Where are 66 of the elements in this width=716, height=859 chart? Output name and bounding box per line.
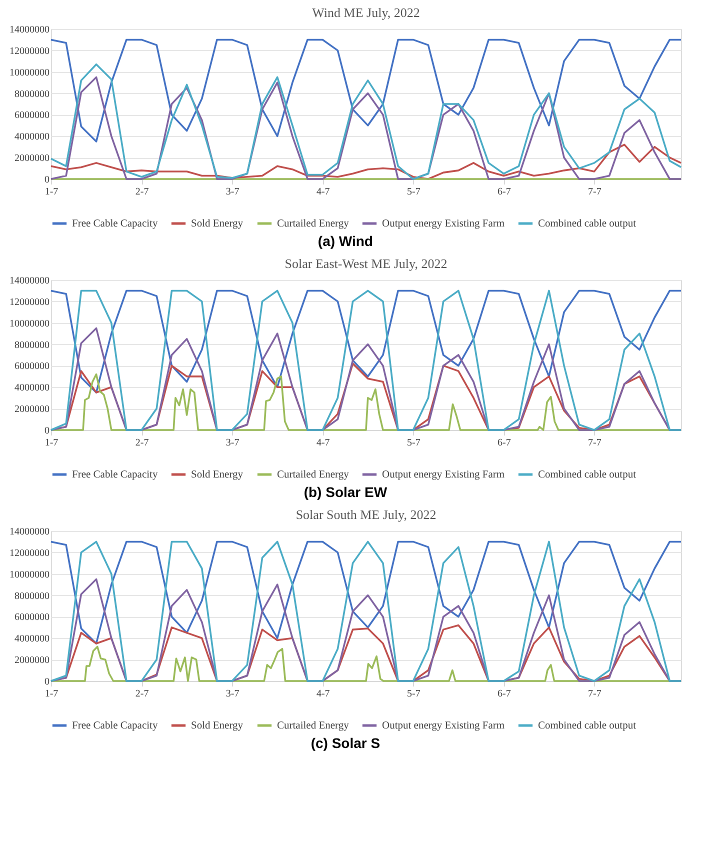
legend-label: Combined cable output [538,470,636,480]
y-tick-label: 10000000 [10,67,50,78]
y-tick-label: 4000000 [14,132,50,143]
y-tick-label: 8000000 [14,88,50,100]
chart-title: Wind ME July, 2022 [312,5,420,20]
y-tick-label: 14000000 [10,276,50,286]
x-tick-label: 2-7 [135,438,149,448]
x-tick-label: 3-7 [226,438,240,448]
y-tick-label: 12000000 [10,296,50,308]
chart-title: Solar East-West ME July, 2022 [284,256,448,271]
legend-label: Free Cable Capacity [72,218,158,230]
y-tick-label: 0 [44,174,50,186]
chart-title: Solar South ME July, 2022 [296,507,436,522]
y-tick-label: 10000000 [10,569,50,580]
x-tick-label: 7-7 [588,438,602,448]
x-tick-label: 6-7 [498,688,511,700]
x-tick-label: 5-7 [406,186,420,198]
x-tick-label: 7-7 [588,186,602,198]
y-tick-label: 10000000 [10,318,50,330]
y-tick-label: 12000000 [10,548,50,559]
y-tick-label: 4000000 [14,382,50,394]
legend-label: Output energy Existing Farm [382,218,505,230]
y-tick-label: 2000000 [14,404,50,416]
x-tick-label: 7-7 [588,688,602,700]
x-tick-label: 5-7 [406,688,420,700]
legend-label: Curtailed Energy [277,720,350,732]
x-tick-label: 1-7 [44,438,58,448]
x-tick-label: 4-7 [316,438,330,448]
legend-label: Free Cable Capacity [72,470,158,480]
y-tick-label: 12000000 [10,46,50,57]
y-tick-label: 2000000 [14,153,50,164]
legend-label: Output energy Existing Farm [382,470,505,480]
legend-label: Combined cable output [538,720,636,732]
legend-label: Curtailed Energy [277,218,350,230]
x-tick-label: 4-7 [316,688,330,700]
x-tick-label: 3-7 [226,186,240,198]
x-tick-label: 6-7 [498,438,511,448]
x-tick-label: 3-7 [226,688,240,700]
x-tick-label: 2-7 [135,688,149,700]
x-tick-label: 4-7 [316,186,330,198]
y-tick-label: 6000000 [14,110,50,122]
y-tick-label: 2000000 [14,655,50,666]
legend-label: Combined cable output [538,218,636,230]
x-tick-label: 2-7 [135,186,149,198]
y-tick-label: 4000000 [14,634,50,645]
legend-label: Output energy Existing Farm [382,720,505,732]
y-tick-label: 6000000 [14,361,50,372]
y-tick-label: 8000000 [14,590,50,602]
x-tick-label: 5-7 [406,438,420,448]
y-tick-label: 8000000 [14,340,50,351]
y-tick-label: 6000000 [14,612,50,624]
x-tick-label: 6-7 [498,186,511,198]
text: (c) Solar S [310,735,380,751]
text: (a) Wind [318,233,373,249]
x-tick-label: 1-7 [44,688,58,700]
y-tick-label: 0 [44,426,50,436]
y-tick-label: 14000000 [10,24,50,36]
y-tick-label: 14000000 [10,526,50,538]
legend-label: Curtailed Energy [277,470,350,480]
text: (b) Solar EW [304,484,388,500]
legend-label: Free Cable Capacity [72,720,158,732]
legend-label: Sold Energy [191,218,244,230]
y-tick-label: 0 [44,676,50,688]
legend-label: Sold Energy [191,470,244,480]
x-tick-label: 1-7 [44,186,58,198]
legend-label: Sold Energy [191,720,244,732]
